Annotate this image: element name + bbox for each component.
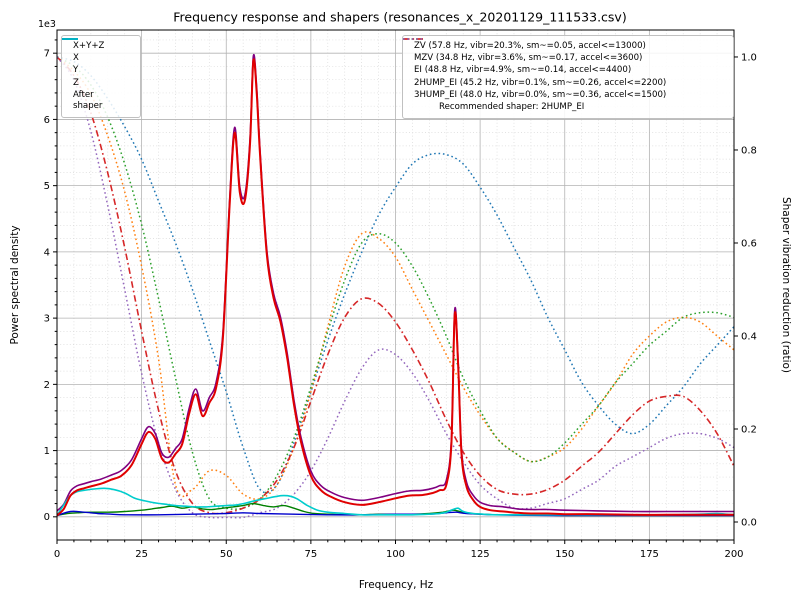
y-left-tick-label: 0 xyxy=(44,512,50,523)
legend-label: Z xyxy=(73,77,79,88)
y-left-tick-label: 2 xyxy=(44,380,50,391)
legend-line-sample xyxy=(62,38,78,40)
legend-line-sample xyxy=(403,38,423,40)
legend-entry: Recommended shaper: 2HUMP_EI xyxy=(409,102,727,113)
legend-label: EI (48.8 Hz, vibr=4.9%, sm~=0.14, accel<… xyxy=(414,65,632,76)
x-tick-label: 0 xyxy=(54,549,60,560)
series-group xyxy=(57,53,734,519)
y-right-tick-label: 0.6 xyxy=(741,238,757,249)
series-path-X xyxy=(57,58,734,517)
x-tick-label: 50 xyxy=(220,549,233,560)
legend-label: After shaper xyxy=(73,89,103,111)
legend-label: 2HUMP_EI (45.2 Hz, vibr=0.1%, sm~=0.26, … xyxy=(414,77,667,88)
x-axis-label: Frequency, Hz xyxy=(358,579,434,591)
y-left-tick-label: 7 xyxy=(44,49,50,60)
x-tick-label: 125 xyxy=(471,549,490,560)
legend-entry: Y xyxy=(62,38,134,76)
y-right-tick-label: 0.4 xyxy=(741,331,757,342)
y-left-tick-label: 5 xyxy=(44,181,50,192)
chart-title: Frequency response and shapers (resonanc… xyxy=(173,9,627,25)
x-tick-label: 150 xyxy=(555,549,574,560)
tick-marks xyxy=(53,39,738,544)
legend-label: ZV (57.8 Hz, vibr=20.3%, sm~=0.05, accel… xyxy=(414,41,646,51)
series-path-After-shaper xyxy=(57,487,734,516)
y-right-tick-label: 0.2 xyxy=(741,424,757,435)
y-left-tick-label: 3 xyxy=(44,314,50,325)
tick-labels: 0 25 50 75 100 125 150 175 200 0 1 2 3 4 5 6 7 0.0 0.2 0.4 0… xyxy=(44,49,757,560)
legend-label: Recommended shaper: 2HUMP_EI xyxy=(439,101,585,112)
shaper-legend: ZV (57.8 Hz, vibr=20.3%, sm~=0.05, accel… xyxy=(402,35,734,120)
legend-entry: Z xyxy=(62,38,134,89)
series-path-MZV xyxy=(57,56,734,500)
legend-label: X xyxy=(73,53,79,64)
y-right-tick-label: 1.0 xyxy=(741,52,757,63)
legend-label: MZV (34.8 Hz, vibr=3.6%, sm~=0.17, accel… xyxy=(414,53,643,64)
right-y-axis-label: Shaper vibration reduction (ratio) xyxy=(780,196,792,374)
x-tick-label: 100 xyxy=(386,549,405,560)
legend-label: 3HUMP_EI (48.0 Hz, vibr=0.0%, sm~=0.36, … xyxy=(414,89,667,100)
legend-label: Y xyxy=(73,65,79,76)
psd-legend: X+Y+Z X Y Z After shaper xyxy=(61,35,141,119)
x-tick-label: 200 xyxy=(724,549,743,560)
legend-entry: X+Y+Z xyxy=(62,38,134,52)
series-path-X+Y+Z xyxy=(57,53,734,513)
series-path-3HUMP_EI xyxy=(57,56,734,519)
series-path-2HUMP_EI xyxy=(57,56,734,515)
y-left-tick-label: 4 xyxy=(44,247,50,258)
legend-entry: 2HUMP_EI (45.2 Hz, vibr=0.1%, sm~=0.26, … xyxy=(403,38,727,89)
series-path-EI xyxy=(57,56,734,510)
y-axis-multiplier: 1e3 xyxy=(38,19,56,30)
legend-entry: ZV (57.8 Hz, vibr=20.3%, sm~=0.05, accel… xyxy=(403,38,727,52)
legend-label: X+Y+Z xyxy=(73,41,105,51)
legend-entry: X xyxy=(62,38,134,64)
left-y-axis-label: Power spectral density xyxy=(9,225,21,345)
legend-entry: 3HUMP_EI (48.0 Hz, vibr=0.0%, sm~=0.36, … xyxy=(403,38,727,101)
y-left-tick-label: 1 xyxy=(44,446,50,457)
y-right-tick-label: 0.0 xyxy=(741,517,757,528)
x-tick-label: 75 xyxy=(305,549,318,560)
y-left-tick-label: 6 xyxy=(44,115,50,126)
x-tick-label: 175 xyxy=(640,549,659,560)
legend-entry: MZV (34.8 Hz, vibr=3.6%, sm~=0.17, accel… xyxy=(403,38,727,64)
y-right-tick-label: 0.8 xyxy=(741,145,757,156)
legend-entry: EI (48.8 Hz, vibr=4.9%, sm~=0.14, accel<… xyxy=(403,38,727,76)
legend-entry: After shaper xyxy=(62,38,134,112)
x-tick-label: 25 xyxy=(135,549,148,560)
